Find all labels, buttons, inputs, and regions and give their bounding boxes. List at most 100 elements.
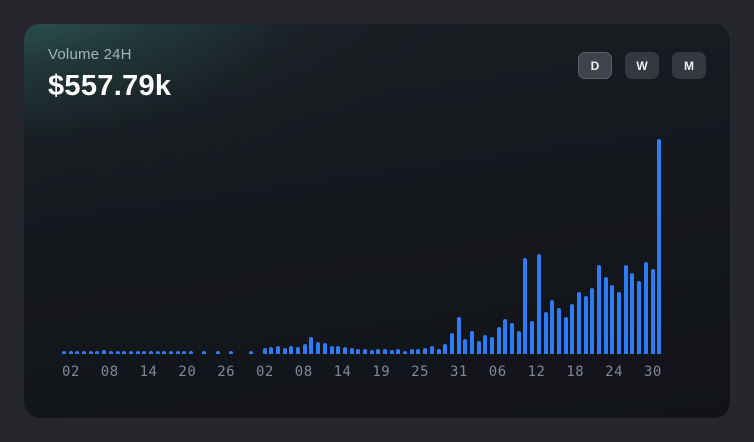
x-axis-label: 20 [178, 364, 197, 380]
volume-bar [496, 327, 501, 354]
volume-bar [102, 350, 107, 354]
volume-bar [322, 343, 327, 354]
volume-bar [550, 300, 555, 354]
volume-bar [128, 351, 133, 354]
volume-bar [657, 139, 662, 354]
x-axis-label: 26 [217, 364, 236, 380]
chart-title: Volume 24H [48, 46, 132, 63]
volume-bar [516, 330, 521, 354]
volume-bar [162, 350, 167, 354]
period-button-month[interactable]: M [672, 52, 706, 79]
volume-bar [135, 350, 140, 354]
volume-bar [356, 349, 361, 354]
volume-bar [597, 265, 601, 354]
volume-bar [623, 265, 628, 354]
volume-bar [115, 351, 120, 354]
volume-bar [469, 330, 474, 354]
volume-bar [396, 349, 401, 354]
header-titles: Volume 24H $557.79k [48, 46, 171, 103]
volume-bar [122, 350, 127, 354]
period-toggle: D W M [578, 52, 706, 79]
x-axis-label: 14 [139, 364, 158, 380]
x-axis-label: 08 [100, 364, 119, 380]
x-axis-label: 02 [255, 364, 274, 380]
volume-bar [436, 348, 441, 354]
volume-bar [142, 351, 147, 354]
volume-bar [456, 317, 461, 354]
volume-bar [329, 345, 334, 354]
period-button-week[interactable]: W [625, 52, 659, 79]
volume-bar [637, 280, 642, 354]
volume-bar [650, 269, 655, 354]
volume-bar [169, 351, 173, 354]
volume-bar [82, 351, 87, 354]
volume-bar [503, 319, 508, 354]
period-button-day[interactable]: D [578, 52, 612, 79]
volume-bar [276, 346, 280, 354]
volume-bar [189, 351, 194, 354]
volume-bar [483, 334, 488, 354]
volume-bar [202, 351, 207, 354]
volume-bar [296, 347, 301, 354]
x-axis: 02 08 14 20 26 02 08 14 19 25 31 06 12 18 24 30 [62, 364, 662, 380]
volume-bar [229, 351, 234, 354]
x-axis-label: 08 [294, 364, 313, 380]
x-axis-label: 24 [605, 364, 624, 380]
x-axis-label: 06 [488, 364, 507, 380]
volume-bar [443, 344, 448, 354]
volume-bar [449, 332, 454, 354]
volume-bar [530, 321, 535, 354]
volume-bar [88, 351, 93, 354]
volume-bar [617, 292, 622, 354]
volume-bar [62, 350, 66, 354]
volume-bar [603, 276, 608, 354]
x-axis-label: 31 [449, 364, 468, 380]
volume-bar [249, 351, 254, 354]
x-axis-label: 25 [411, 364, 430, 380]
volume-bar [175, 351, 180, 354]
volume-bar [316, 342, 321, 354]
volume-bar [289, 345, 294, 354]
volume-bar [75, 350, 80, 354]
volume-bar [476, 340, 481, 354]
volume-bar [108, 351, 113, 354]
volume-bar [362, 348, 367, 354]
x-axis-label: 18 [566, 364, 585, 380]
volume-bar [309, 336, 314, 354]
x-axis-label: 02 [62, 364, 80, 380]
volume-chart-card: Volume 24H $557.79k D W M 02 08 14 20 26 02 08… [24, 24, 730, 418]
volume-bar [342, 347, 347, 354]
volume-bar [570, 303, 575, 354]
volume-bar [583, 296, 588, 354]
volume-bar [463, 338, 468, 354]
volume-bar [376, 349, 381, 354]
volume-bar [409, 348, 414, 354]
volume-bar [523, 257, 528, 354]
volume-bar [590, 288, 595, 354]
volume-bar [148, 351, 153, 354]
volume-bar [610, 284, 615, 354]
volume-bar [302, 344, 307, 354]
volume-bar [576, 292, 581, 354]
volume-bar [95, 350, 100, 354]
volume-bar [556, 307, 561, 354]
volume-bar [543, 311, 548, 354]
volume-bar [336, 346, 341, 354]
volume-bar [416, 349, 421, 354]
volume-bar [630, 273, 635, 354]
volume-bar [389, 350, 394, 354]
volume-bar [68, 351, 73, 354]
volume-bar [510, 323, 515, 354]
volume-bar [215, 351, 220, 354]
card-header: Volume 24H $557.79k D W M [48, 46, 706, 103]
volume-bar [262, 348, 267, 354]
volume-bar [369, 350, 374, 354]
volume-bar [423, 347, 428, 354]
volume-bar [269, 347, 274, 354]
volume-bar [563, 317, 568, 354]
bars-container [62, 139, 662, 354]
volume-bar [383, 348, 387, 354]
volume-bar [182, 351, 187, 354]
volume-bar [349, 348, 354, 354]
